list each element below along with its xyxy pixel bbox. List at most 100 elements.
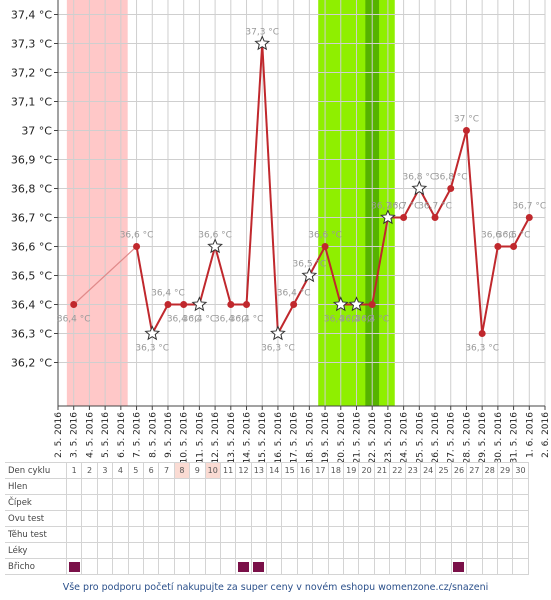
cycle-cell (373, 542, 391, 559)
cycle-table-row: Čípek (5, 494, 529, 511)
data-label: 36,4 °C (355, 315, 389, 325)
bricho-marker (68, 561, 80, 572)
cycle-cell (481, 558, 498, 575)
cycle-cell (142, 510, 160, 527)
cycle-cell (450, 542, 468, 559)
cycle-cell (142, 542, 160, 559)
cycle-cell (419, 510, 437, 527)
cycle-cell (343, 510, 360, 527)
data-label: 36,7 °C (371, 202, 405, 212)
cycle-cell (250, 510, 268, 527)
cycle-cell (204, 558, 221, 575)
cycle-cell (466, 558, 483, 575)
cycle-cell (450, 526, 468, 543)
cycle-cell (204, 494, 221, 511)
cycle-cell (358, 542, 375, 559)
chart-grid (57, 0, 546, 406)
series-segment (214, 246, 232, 305)
cycle-cell (189, 478, 206, 495)
temperature-series (70, 35, 533, 341)
cycle-day-number: 20 (358, 462, 375, 479)
cycle-cell (481, 526, 498, 543)
cycle-cell (512, 478, 529, 495)
x-tick-label: 31. 5. 2016 (510, 412, 520, 462)
data-point (368, 301, 376, 308)
y-tick-label: 36,8 °C (11, 183, 52, 196)
bricho-marker (237, 561, 249, 572)
cycle-cell (419, 478, 437, 495)
cycle-cell (419, 494, 437, 511)
x-tick-label: 26. 5. 2016 (431, 412, 441, 462)
cycle-cell (65, 510, 83, 527)
data-point-star (411, 180, 428, 196)
cycle-day-number: 22 (389, 462, 406, 479)
cycle-cell (266, 494, 283, 511)
cycle-table-row: Ovu test (5, 510, 529, 527)
cycle-cell (512, 510, 529, 527)
data-label: 36,4 °C (230, 315, 264, 325)
cycle-cell (65, 526, 83, 543)
data-label: 36,3 °C (261, 344, 295, 354)
cycle-cell (327, 510, 345, 527)
cycle-cell (266, 510, 283, 527)
cycle-cell (373, 558, 391, 575)
cycle-cell (404, 510, 421, 527)
cycle-day-number: 3 (96, 462, 114, 479)
cycle-cell (142, 526, 160, 543)
cycle-cell (281, 542, 298, 559)
cycle-cell (466, 494, 483, 511)
cycle-table-row: Léky (5, 542, 529, 559)
cycle-cell (389, 478, 406, 495)
cycle-cell (81, 558, 98, 575)
data-label: 36,4 °C (214, 315, 248, 325)
promo-text[interactable]: Vše pro podporu početí nakupujte za supe… (62, 582, 489, 593)
series-segment (198, 246, 217, 305)
y-tick-label: 36,2 °C (11, 357, 52, 370)
cycle-cell (481, 510, 498, 527)
data-label: 36,4 °C (167, 315, 201, 325)
x-tick-label: 8. 5. 2016 (148, 412, 158, 458)
cycle-cell (158, 478, 175, 495)
cycle-cell (81, 494, 98, 511)
cycle-cell (435, 526, 452, 543)
cycle-cell (496, 558, 514, 575)
cycle-cell (435, 478, 452, 495)
y-tick-label: 36,7 °C (11, 212, 52, 225)
x-tick-label: 17. 5. 2016 (290, 412, 300, 462)
data-point (133, 243, 141, 250)
cycle-cell (327, 478, 345, 495)
cycle-cell (281, 510, 298, 527)
x-tick-label: 23. 5. 2016 (384, 412, 394, 462)
series-segment (151, 304, 169, 334)
series-segment (277, 304, 295, 334)
bricho-marker (253, 561, 265, 572)
cycle-cell (219, 494, 237, 511)
data-label: 36,7 °C (387, 202, 421, 212)
cycle-cell (266, 558, 283, 575)
cycle-cell (312, 526, 329, 543)
cycle-cell (173, 558, 191, 575)
cycle-cell (481, 494, 498, 511)
cycle-day-number: 24 (419, 462, 437, 479)
x-tick-label: 16. 5. 2016 (274, 412, 284, 462)
cycle-day-number: 16 (296, 462, 314, 479)
x-tick-label: 7. 5. 2016 (133, 412, 143, 458)
cycle-table-row: Den cyklu 1 2 3 4 5 6 7 8 9 10 11 12 13 14 15 16 17 18 19 20… (5, 462, 529, 479)
cycle-cell (204, 542, 221, 559)
cycle-cell (281, 478, 298, 495)
cycle-cell (81, 478, 98, 495)
data-point (321, 243, 329, 250)
cycle-day-number: 11 (219, 462, 237, 479)
cycle-day-number: 19 (343, 462, 360, 479)
bricho-marker (453, 561, 465, 572)
cycle-cell (219, 478, 237, 495)
data-label: 36,6 °C (198, 231, 232, 241)
cycle-day-number: 7 (158, 462, 175, 479)
cycle-cell (173, 478, 191, 495)
cycle-table-row: Břicho (5, 558, 529, 575)
data-label: 36,6 °C (481, 231, 515, 241)
cycle-cell (112, 510, 129, 527)
series-segment (245, 43, 264, 305)
cycle-row-label: Léky (5, 542, 67, 559)
cycle-day-number: 27 (466, 462, 483, 479)
